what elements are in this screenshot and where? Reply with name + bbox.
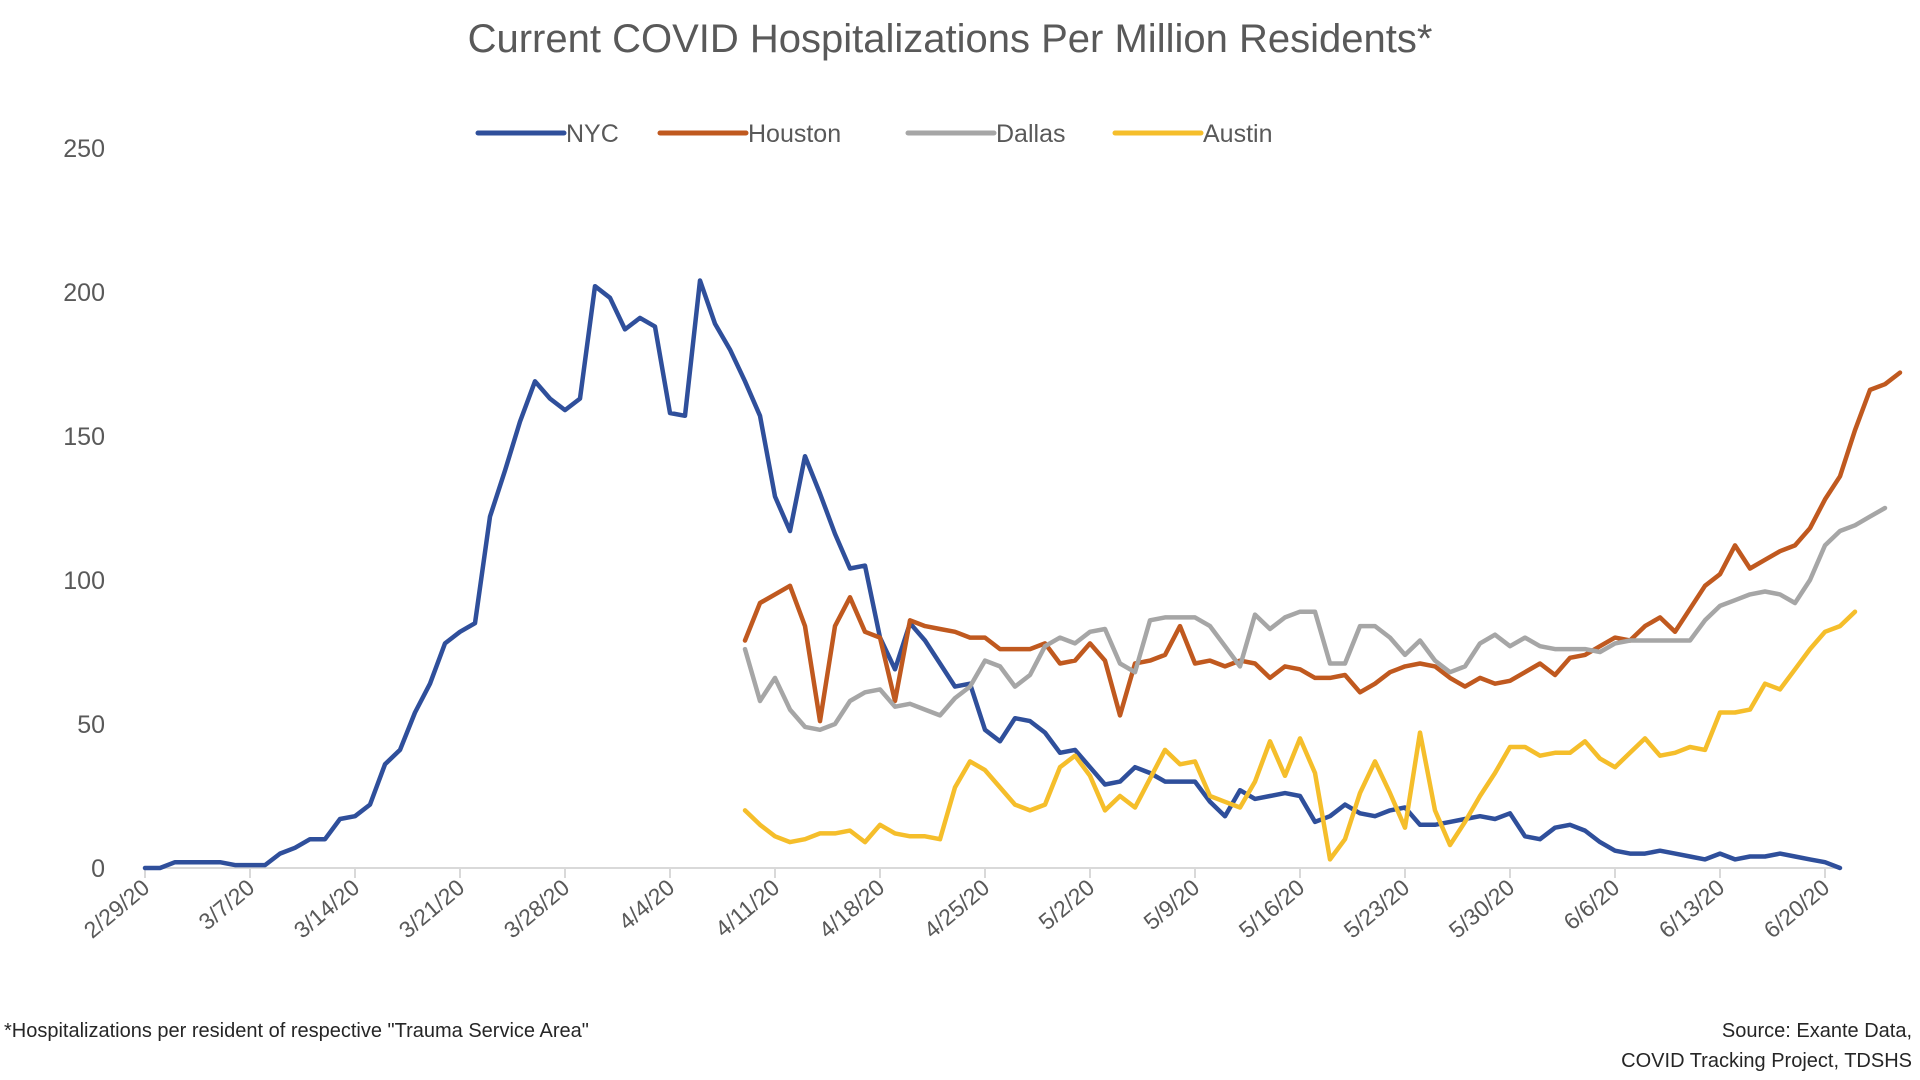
series-line-nyc <box>142 278 1843 871</box>
x-tick-label: 5/30/20 <box>1444 874 1520 943</box>
source-line-2: COVID Tracking Project, TDSHS <box>1621 1050 1912 1072</box>
series-lines <box>142 278 1903 871</box>
x-tick-label: 6/6/20 <box>1559 874 1625 935</box>
x-tick-label: 2/29/20 <box>79 874 155 943</box>
x-tick-label: 3/21/20 <box>394 874 470 943</box>
legend-label-houston: Houston <box>748 120 841 148</box>
legend-label-nyc: NYC <box>566 120 619 148</box>
y-tick-label: 150 <box>63 423 105 451</box>
x-axis-ticks: 2/29/20 3/7/20 3/14/20 3/21/20 3/28/20 4/4/20… <box>79 868 1835 943</box>
legend-label-dallas: Dallas <box>996 120 1065 148</box>
x-tick-label: 3/7/20 <box>194 874 260 935</box>
x-tick-label: 5/2/20 <box>1034 874 1100 935</box>
y-axis-ticks: 0 50 100 150 200 250 <box>63 135 105 883</box>
series-line-houston <box>742 370 1903 724</box>
x-tick-label: 3/28/20 <box>499 874 575 943</box>
series-line-dallas <box>742 505 1888 733</box>
x-tick-label: 6/20/20 <box>1759 874 1835 943</box>
x-tick-label: 4/25/20 <box>919 874 995 943</box>
x-tick-label: 6/13/20 <box>1654 874 1730 943</box>
x-tick-label: 5/9/20 <box>1139 874 1205 935</box>
x-tick-label: 5/23/20 <box>1339 874 1415 943</box>
legend: NYC Houston Dallas Austin <box>475 120 1272 148</box>
y-tick-label: 100 <box>63 567 105 595</box>
legend-label-austin: Austin <box>1203 120 1272 148</box>
x-tick-label: 4/4/20 <box>614 874 680 935</box>
x-tick-label: 4/18/20 <box>814 874 890 943</box>
series-line-austin <box>742 609 1858 862</box>
y-tick-label: 250 <box>63 135 105 163</box>
source-line-1: Source: Exante Data, <box>1722 1020 1912 1042</box>
footnote: *Hospitalizations per resident of respec… <box>4 1020 589 1042</box>
chart-title: Current COVID Hospitalizations Per Milli… <box>468 17 1433 61</box>
x-tick-label: 3/14/20 <box>289 874 365 943</box>
y-tick-label: 0 <box>91 855 105 883</box>
y-tick-label: 50 <box>77 711 105 739</box>
y-tick-label: 200 <box>63 279 105 307</box>
x-tick-label: 4/11/20 <box>710 874 784 942</box>
x-tick-label: 5/16/20 <box>1234 874 1310 943</box>
